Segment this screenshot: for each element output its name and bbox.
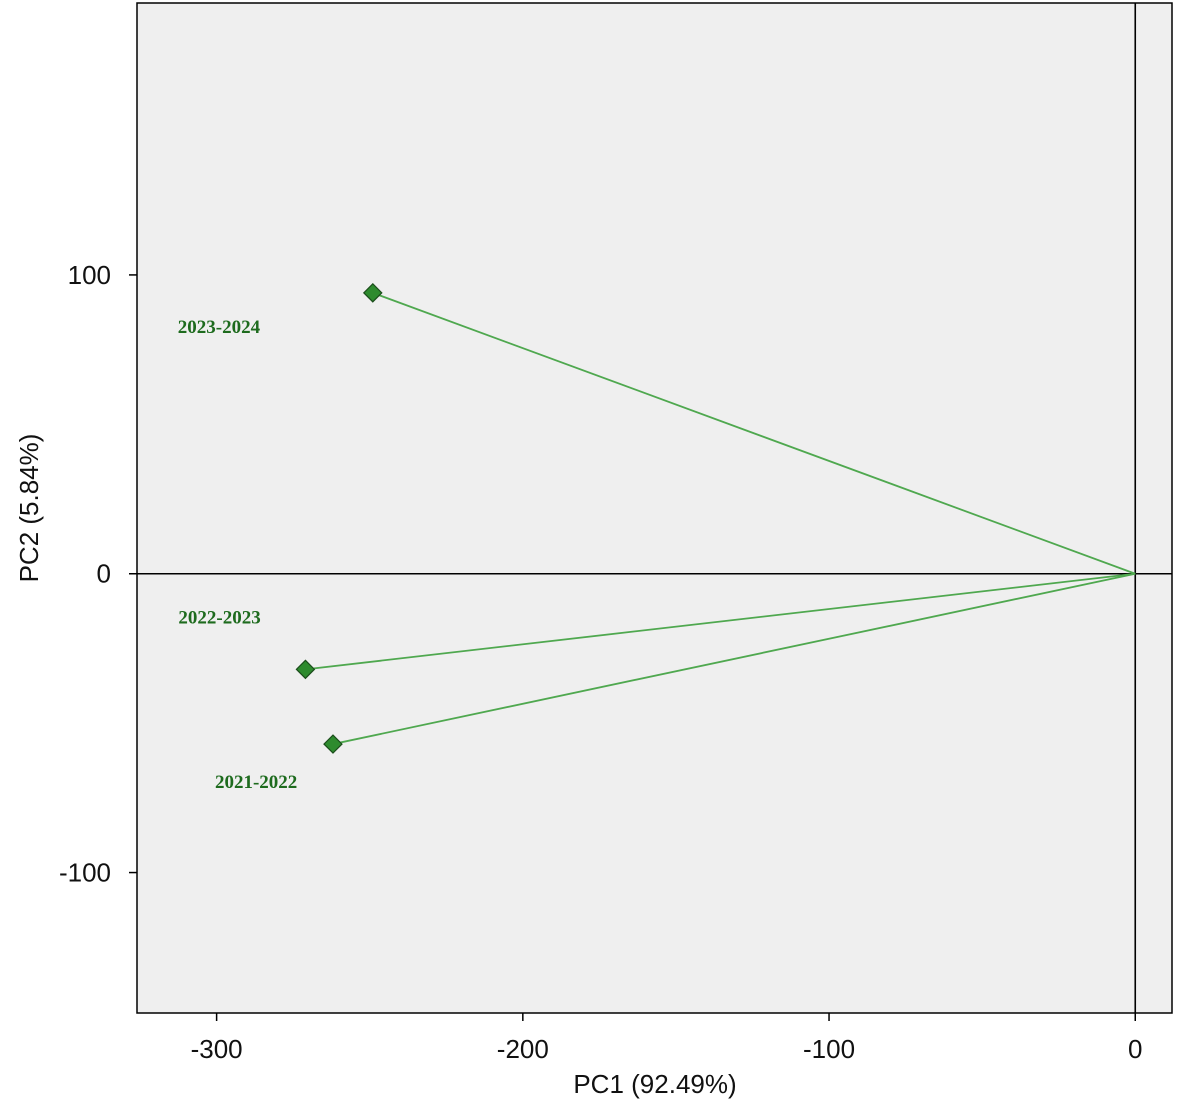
point-label: 2022-2023 [178,607,260,628]
x-tick-label: -300 [191,1034,243,1064]
vector-line [332,572,1136,745]
y-axis-ticks: -100 0 100 [59,260,137,888]
x-axis-title: PC1 (92.49%) [573,1069,736,1099]
plot-area [136,2,1173,1014]
point-labels: 2023-2024 2022-2023 2021-2022 [178,317,298,793]
point-label: 2023-2024 [178,317,261,338]
x-tick-label: 0 [1128,1034,1142,1064]
x-axis-ticks: -300 -200 -100 0 [191,1013,1142,1064]
y-tick-label: -100 [59,858,111,888]
vector-line [305,572,1136,671]
y-axis-title: PC2 (5.84%) [14,434,44,583]
diamond-marker [362,283,383,303]
vector-lines [305,292,1136,745]
x-tick-label: -200 [497,1034,549,1064]
diamond-marker [323,734,343,754]
point-label: 2021-2022 [215,772,297,793]
y-tick-label: 0 [97,559,111,589]
diamond-marker [295,659,316,680]
y-tick-label: 100 [68,260,111,290]
vector-line [372,292,1136,575]
x-tick-label: -100 [803,1034,855,1064]
point-markers [295,283,383,754]
